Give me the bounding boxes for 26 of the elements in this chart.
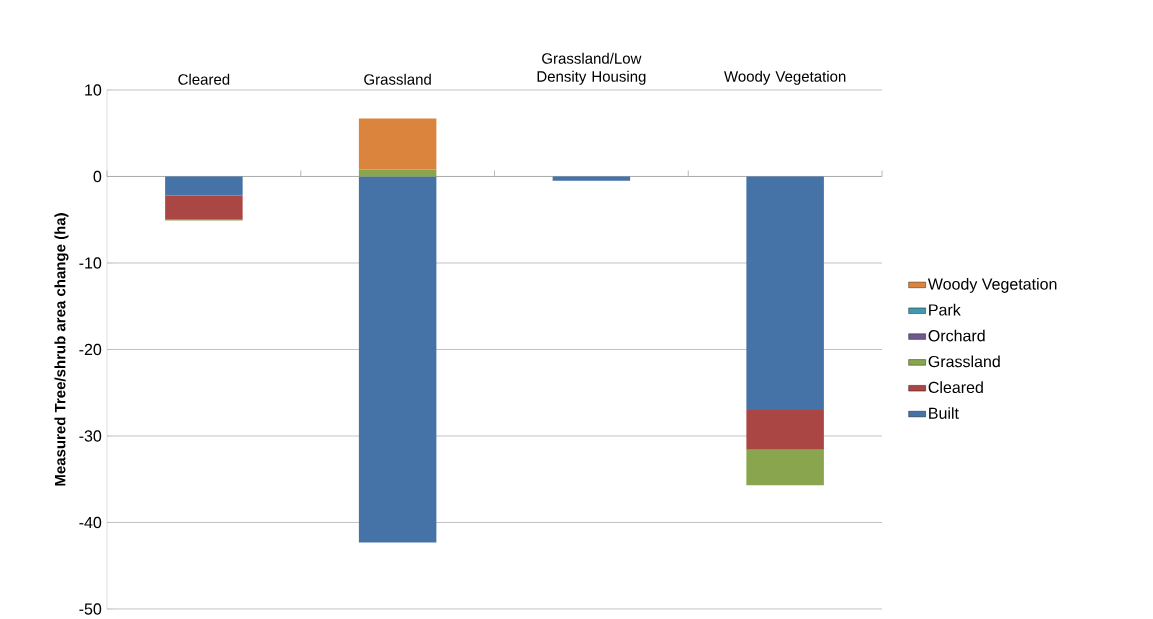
y-axis-title: Measured Tree/shrub area change (ha) xyxy=(54,213,69,486)
legend-label: Cleared xyxy=(928,381,983,394)
x-tick-label: Grassland xyxy=(364,73,431,85)
bar xyxy=(165,176,243,196)
legend-label: Orchard xyxy=(928,329,985,342)
bar xyxy=(358,176,437,543)
y-tick-label: -40 xyxy=(79,516,102,529)
bar xyxy=(746,410,824,450)
legend-label: Built xyxy=(929,407,959,419)
y-tick-label: -30 xyxy=(79,430,102,442)
y-tick-label: -20 xyxy=(79,343,102,356)
bar xyxy=(746,449,824,486)
x-tick-label: Cleared xyxy=(178,73,230,85)
x-tick-label: Grassland/Low Density Housing xyxy=(537,52,646,85)
x-tick-label: Woody Vegetation xyxy=(724,70,846,85)
y-tick-label: -50 xyxy=(79,603,102,615)
y-tick-label: -10 xyxy=(79,257,102,269)
legend-label: Park xyxy=(929,303,961,316)
legend-label: Woody Vegetation xyxy=(927,277,1057,293)
y-tick-label: 0 xyxy=(93,170,102,183)
bar xyxy=(746,176,824,411)
legend-label: Grassland xyxy=(928,355,1000,368)
bar xyxy=(165,195,243,220)
bar xyxy=(358,118,437,170)
y-tick-label: 10 xyxy=(85,84,102,96)
bar xyxy=(552,176,631,181)
